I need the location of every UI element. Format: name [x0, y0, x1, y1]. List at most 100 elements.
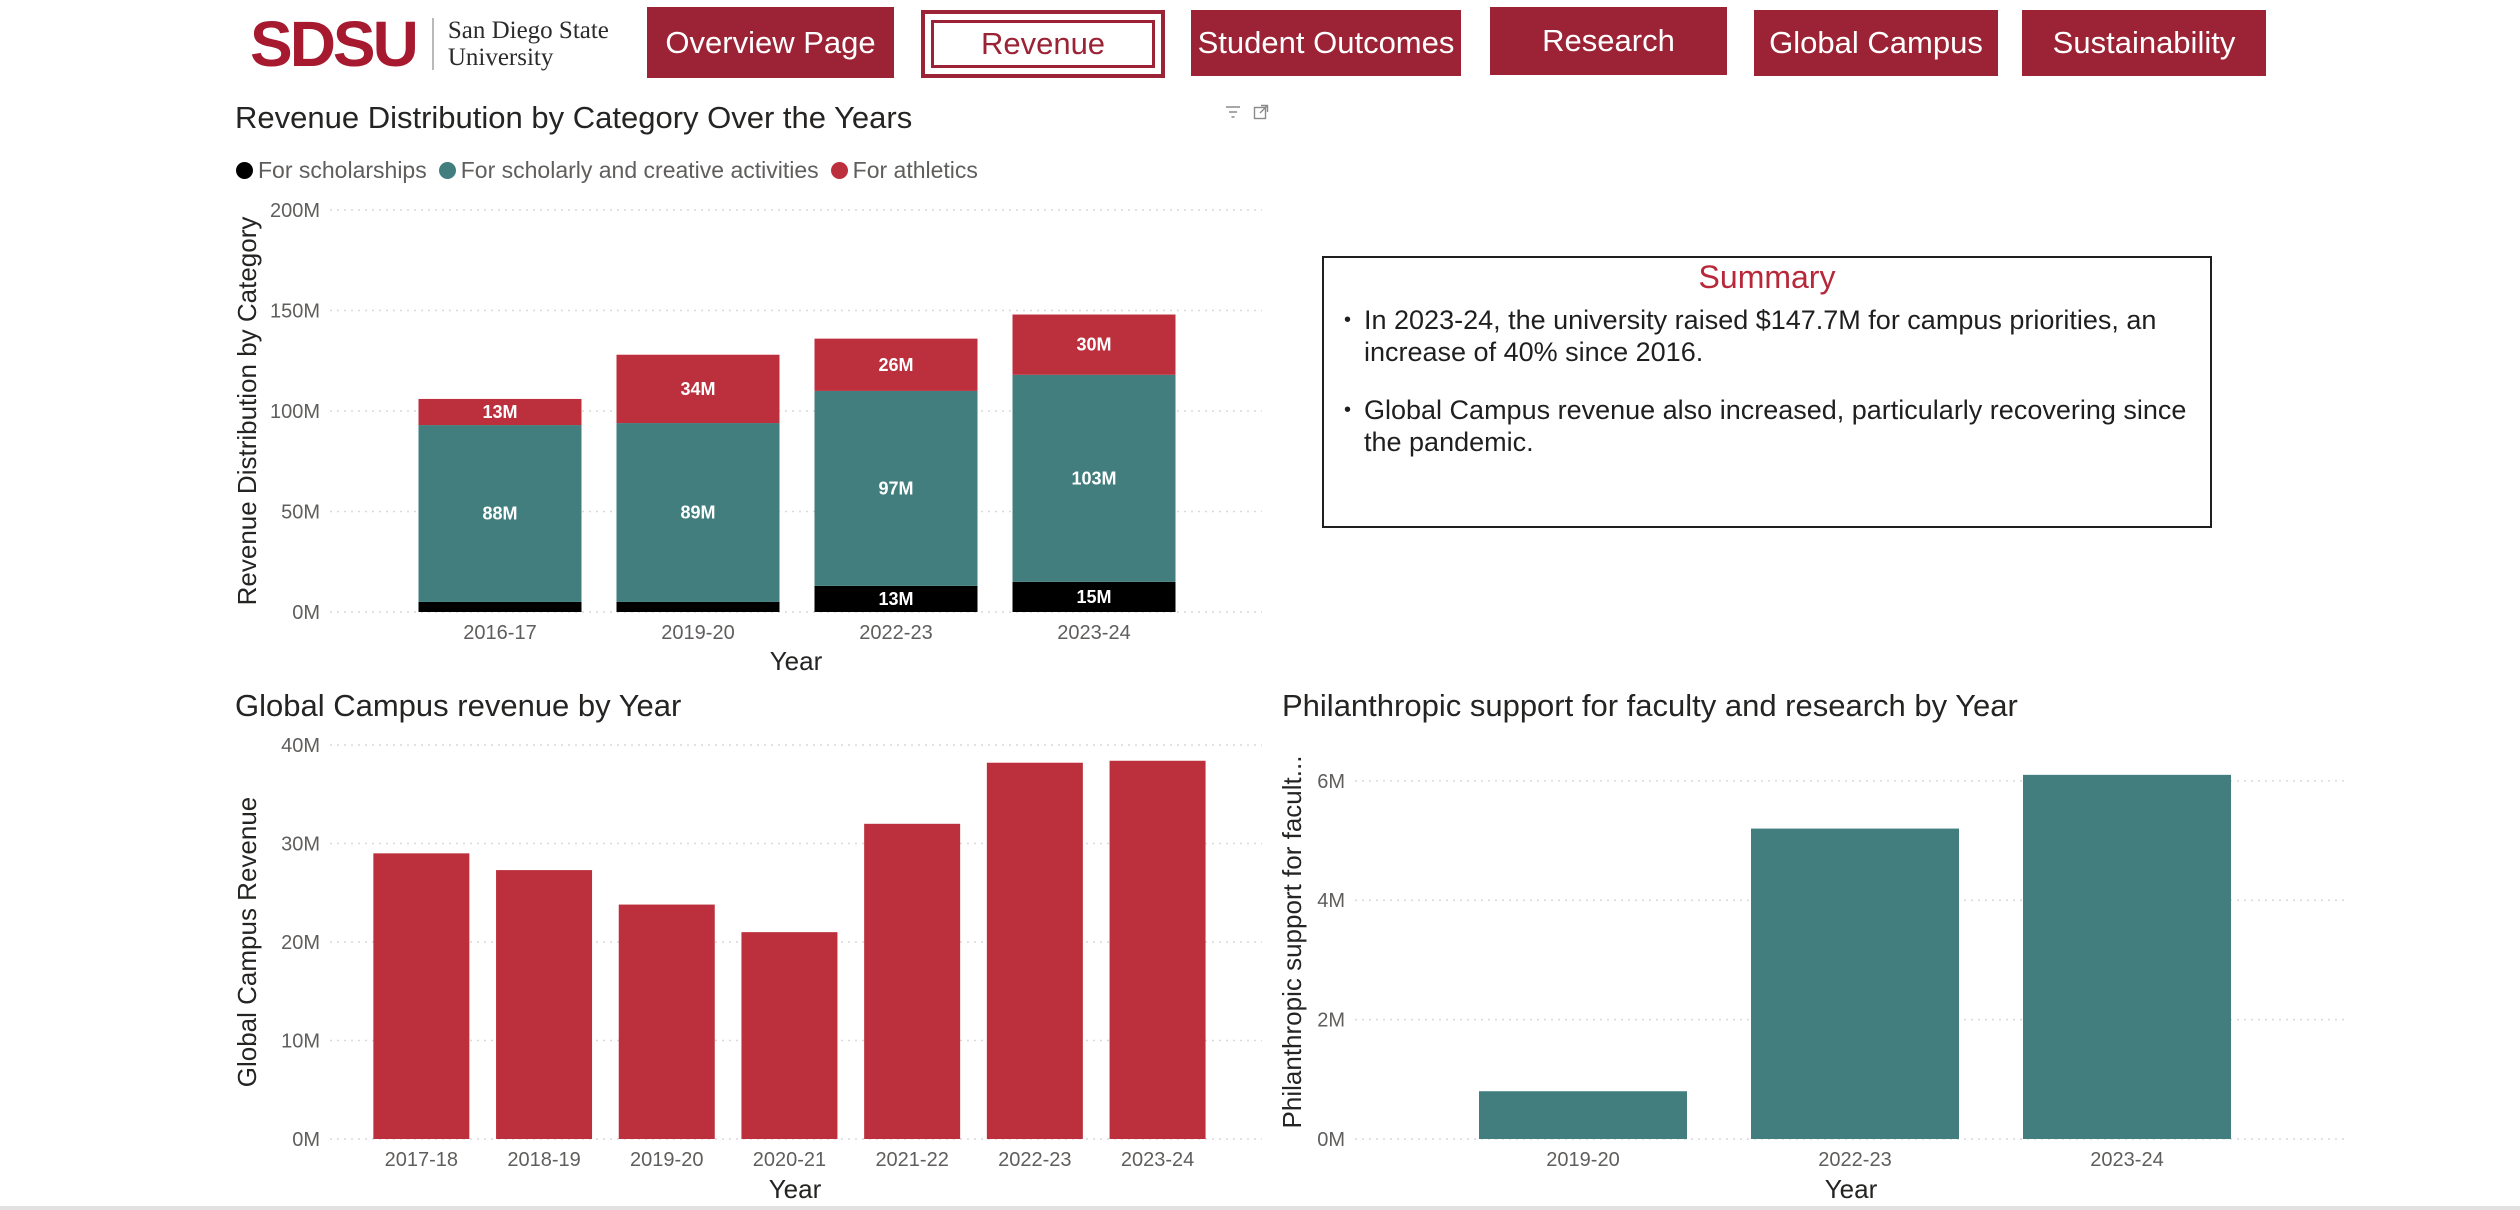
bar — [741, 932, 838, 1139]
x-tick-label: 2017-18 — [385, 1149, 458, 1171]
data-label: 88M — [482, 504, 517, 524]
data-label: 89M — [680, 503, 715, 523]
bar-segment — [616, 423, 780, 602]
bar — [373, 853, 470, 1139]
x-axis-label: Year — [770, 646, 823, 676]
y-tick-label: 4M — [1317, 890, 1345, 912]
y-axis-label: Global Campus Revenue — [232, 797, 262, 1088]
bar-segment — [1012, 314, 1176, 375]
bar-segment — [418, 398, 582, 426]
legend-label-scholarly: For scholarly and creative activities — [460, 157, 819, 183]
bar-segment — [814, 585, 978, 612]
philanthropic-support-chart: 0M 2M 4M 6M Philanthropic support for facult… — [1277, 756, 2347, 1204]
legend-label-scholarships: For scholarships — [258, 157, 427, 183]
revenue-distribution-chart: 0M 50M 100M 150M 200M Revenue Distribution by… — [232, 200, 1262, 676]
y-axis-label: Revenue Distribution by Category — [232, 217, 262, 606]
philanthropic-chart-title: Philanthropic support for faculty and re… — [1282, 688, 2018, 723]
bar — [1751, 828, 1959, 1139]
summary-title: Summary — [1698, 259, 1836, 295]
filter-icon[interactable] — [1225, 104, 1241, 124]
legend-item-scholarly[interactable]: For scholarly and creative activities — [438, 157, 819, 184]
legend-item-scholarships[interactable]: For scholarships — [236, 157, 427, 184]
nav-student-outcomes-button[interactable]: Student Outcomes — [1191, 10, 1461, 76]
bar-segment — [1012, 581, 1176, 612]
y-tick-label: 0M — [1317, 1129, 1345, 1151]
bar-segment — [418, 425, 582, 602]
logo-mark: SDSU — [250, 8, 419, 80]
logo-text-line1: San Diego State — [447, 17, 609, 44]
x-tick-label: 2019-20 — [1546, 1149, 1619, 1171]
bar-segment — [814, 338, 978, 391]
bar — [986, 762, 1083, 1139]
summary-card: Summary In 2023-24, the university raise… — [1322, 256, 2212, 528]
data-label: 13M — [878, 589, 913, 609]
bar-segment — [616, 354, 780, 424]
bar-segment — [814, 390, 978, 586]
logo-text: San Diego State University — [448, 17, 609, 71]
data-label: 30M — [1076, 335, 1111, 355]
y-tick-label: 2M — [1317, 1010, 1345, 1032]
legend-dot-scholarly — [438, 162, 456, 179]
y-tick-label: 10M — [281, 1031, 320, 1053]
y-tick-label: 200M — [270, 200, 320, 222]
revenue-distribution-chart-title: Revenue Distribution by Category Over th… — [235, 100, 913, 135]
legend-label-athletics: For athletics — [852, 157, 978, 183]
bar — [1479, 1091, 1687, 1139]
y-tick-label: 20M — [281, 932, 320, 954]
y-tick-label: 100M — [270, 401, 320, 423]
bar-segment — [1012, 374, 1176, 582]
global-campus-chart-title: Global Campus revenue by Year — [235, 688, 682, 723]
x-tick-label: 2022-23 — [998, 1149, 1071, 1171]
y-tick-label: 6M — [1317, 771, 1345, 793]
logo-divider — [431, 18, 434, 70]
x-tick-label: 2020-21 — [753, 1149, 826, 1171]
x-axis-label: Year — [1825, 1174, 1878, 1204]
legend-item-athletics[interactable]: For athletics — [830, 157, 978, 184]
data-label: 26M — [878, 355, 913, 375]
x-tick-label: 2019-20 — [661, 622, 734, 644]
summary-bullet: Global Campus revenue also increased, pa… — [1344, 394, 2190, 458]
global-campus-revenue-chart: 0M 10M 20M 30M 40M Global Campus Revenue Year 2… — [232, 735, 1262, 1204]
data-label: 15M — [1076, 587, 1111, 607]
bar-segment — [418, 601, 582, 612]
data-label: 103M — [1071, 468, 1116, 488]
nav-global-campus-button[interactable]: Global Campus — [1754, 10, 1998, 76]
x-tick-label: 2023-24 — [1121, 1149, 1194, 1171]
x-tick-label: 2021-22 — [875, 1149, 948, 1171]
nav-sustainability-button[interactable]: Sustainability — [2022, 10, 2266, 76]
bar — [1109, 760, 1206, 1139]
nav-revenue-button[interactable]: Revenue — [921, 10, 1165, 78]
summary-bullet-list: In 2023-24, the university raised $147.7… — [1344, 304, 2190, 458]
y-tick-label: 150M — [270, 301, 320, 323]
x-tick-label: 2022-23 — [859, 622, 932, 644]
data-label: 34M — [680, 379, 715, 399]
x-tick-label: 2023-24 — [1057, 622, 1130, 644]
y-tick-label: 50M — [281, 502, 320, 524]
x-tick-label: 2016-17 — [463, 622, 536, 644]
x-axis-label: Year — [769, 1174, 822, 1204]
bar — [864, 823, 961, 1139]
bar — [496, 870, 593, 1139]
legend-dot-scholarships — [236, 162, 253, 179]
y-tick-label: 0M — [292, 602, 320, 624]
y-tick-label: 40M — [281, 735, 320, 757]
y-axis-label: Philanthropic support for facult... — [1277, 756, 1307, 1129]
logo-text-line2: University — [447, 44, 554, 71]
sdsu-logo: SDSU San Diego State University — [250, 12, 609, 76]
y-tick-label: 30M — [281, 834, 320, 856]
data-label: 97M — [878, 478, 913, 498]
nav-research-button[interactable]: Research — [1490, 7, 1727, 75]
nav-overview-page-button[interactable]: Overview Page — [647, 7, 894, 78]
bar-segment — [616, 601, 780, 612]
bar — [2023, 774, 2231, 1139]
x-tick-label: 2019-20 — [630, 1149, 703, 1171]
bar — [618, 904, 715, 1139]
x-tick-label: 2018-19 — [507, 1149, 580, 1171]
x-tick-label: 2022-23 — [1818, 1149, 1891, 1171]
x-tick-label: 2023-24 — [2090, 1149, 2163, 1171]
data-label: 13M — [482, 402, 517, 422]
legend-dot-athletics — [830, 162, 848, 179]
y-tick-label: 0M — [292, 1129, 320, 1151]
focus-mode-icon[interactable] — [1253, 104, 1269, 124]
summary-bullet: In 2023-24, the university raised $147.7… — [1344, 304, 2190, 368]
